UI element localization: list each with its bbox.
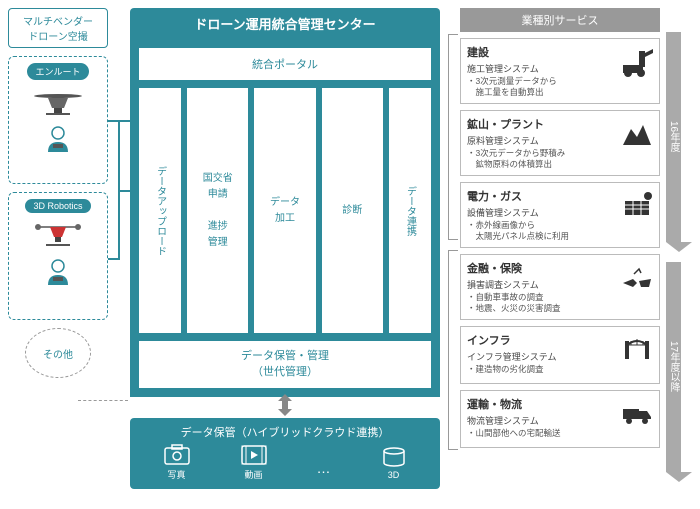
vendor-name-1: 3D Robotics bbox=[25, 199, 90, 213]
vendor-other: その他 bbox=[25, 328, 91, 378]
service-box-4: インフラインフラ管理システム・建造物の劣化調査 bbox=[460, 326, 660, 384]
bracket-top bbox=[448, 34, 458, 240]
service-lines: ・3次元測量データから 施工量を自動算出 bbox=[467, 76, 653, 98]
module-process: データ 加工 bbox=[253, 87, 316, 334]
service-lines: ・自動車事故の調査 ・地震、火災の災害調査 bbox=[467, 292, 653, 314]
operator-icon bbox=[43, 257, 73, 287]
center-block: ドローン運用統合管理センター 統合ポータル データアップロード 国交省 申請 進… bbox=[130, 8, 440, 397]
module-link: データ連携 bbox=[388, 87, 432, 334]
cloud-label: 動画 bbox=[244, 470, 262, 480]
cloud-title: データ保管（ハイブリッドクラウド連携） bbox=[138, 424, 432, 440]
module-upload: データアップロード bbox=[138, 87, 182, 334]
vendor-box-0: エンルート bbox=[8, 56, 108, 184]
module-diag: 診断 bbox=[321, 87, 384, 334]
service-icon bbox=[619, 259, 655, 295]
arrow-bidirectional bbox=[270, 394, 300, 416]
service-box-1: 鉱山・プラント原料管理システム・3次元データから野積み 鉱物原料の体積算出 bbox=[460, 110, 660, 176]
operator-icon bbox=[43, 124, 73, 154]
module-apply: 国交省 申請 進捗 管理 bbox=[186, 87, 249, 334]
cloud-item-ellipsis: … bbox=[317, 450, 331, 476]
cloud-items: 写真 動画 … 3D bbox=[138, 444, 432, 481]
year-arrow-1: 16年度 bbox=[666, 32, 681, 242]
cloud-label: 3D bbox=[388, 470, 400, 480]
year-arrow-2: 17年度以降 bbox=[666, 262, 681, 472]
service-icon bbox=[619, 187, 655, 223]
left-column: マルチベンダー ドローン空撮 エンルート 3D Robotics その他 bbox=[8, 8, 108, 378]
cloud-item-video: 動画 bbox=[240, 444, 268, 481]
connector-dash bbox=[78, 400, 128, 401]
service-icon bbox=[619, 43, 655, 79]
service-icon bbox=[619, 395, 655, 431]
service-box-2: 電力・ガス設備管理システム・赤外線画像から 太陽光パネル点検に利用 bbox=[460, 182, 660, 248]
vendor-box-1: 3D Robotics bbox=[8, 192, 108, 320]
cloud-block: データ保管（ハイブリッドクラウド連携） 写真 動画 … 3D bbox=[130, 418, 440, 489]
drone-icon bbox=[28, 84, 88, 124]
connector bbox=[108, 258, 120, 260]
service-box-0: 建設施工管理システム・3次元測量データから 施工量を自動算出 bbox=[460, 38, 660, 104]
service-icon bbox=[619, 115, 655, 151]
modules-row: データアップロード 国交省 申請 進捗 管理 データ 加工 診断 データ連携 bbox=[138, 87, 432, 334]
service-box-5: 運輸・物流物流管理システム・山間部他への宅配輸送 bbox=[460, 390, 660, 448]
center-title: ドローン運用統合管理センター bbox=[130, 8, 440, 39]
cloud-label: 写真 bbox=[167, 470, 185, 480]
center-body: 統合ポータル データアップロード 国交省 申請 進捗 管理 データ 加工 診断 … bbox=[130, 39, 440, 397]
vendor-name-0: エンルート bbox=[27, 63, 88, 80]
portal: 統合ポータル bbox=[138, 47, 432, 81]
cloud-label: … bbox=[317, 460, 331, 476]
year-column: 16年度 17年度以降 bbox=[666, 32, 692, 472]
connector bbox=[118, 190, 130, 192]
service-lines: ・赤外線画像から 太陽光パネル点検に利用 bbox=[467, 220, 653, 242]
service-icon bbox=[619, 331, 655, 367]
right-column: 業種別サービス 建設施工管理システム・3次元測量データから 施工量を自動算出鉱山… bbox=[460, 8, 660, 448]
service-box-3: 金融・保険損害調査システム・自動車事故の調査 ・地震、火災の災害調査 bbox=[460, 254, 660, 320]
bracket-bottom bbox=[448, 250, 458, 450]
left-header: マルチベンダー ドローン空撮 bbox=[8, 8, 108, 48]
service-lines: ・3次元データから野積み 鉱物原料の体積算出 bbox=[467, 148, 653, 170]
storage-row: データ保管・管理 （世代管理） bbox=[138, 340, 432, 389]
cloud-item-photo: 写真 bbox=[163, 444, 191, 481]
drone-icon bbox=[28, 217, 88, 257]
cloud-item-3d: 3D bbox=[380, 446, 408, 480]
right-header: 業種別サービス bbox=[460, 8, 660, 32]
